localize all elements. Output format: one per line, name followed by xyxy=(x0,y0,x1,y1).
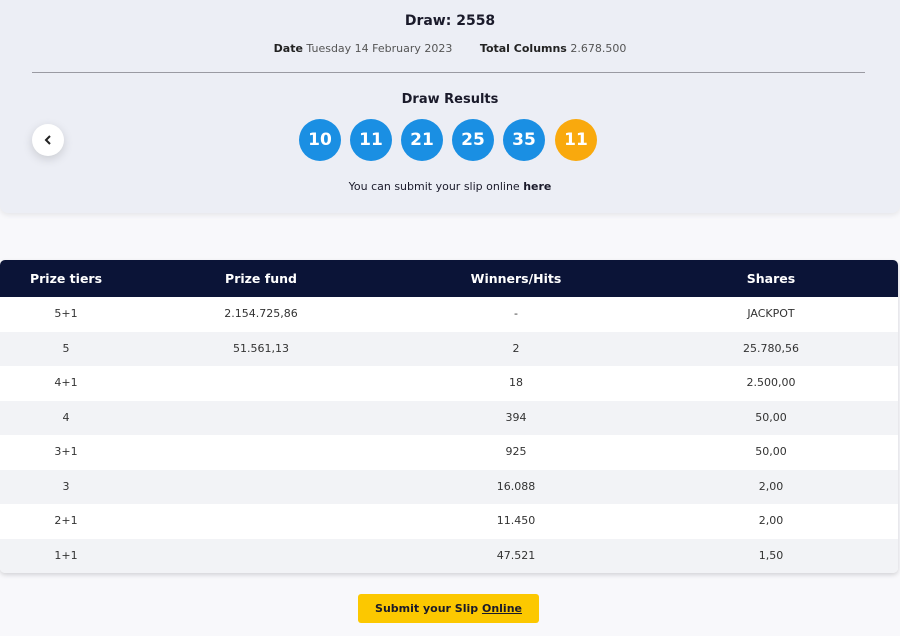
table-cell: 2.154.725,86 xyxy=(224,307,298,320)
table-cell: 2+1 xyxy=(54,514,78,527)
date-value: Tuesday 14 February 2023 xyxy=(306,42,453,55)
column-header: Shares xyxy=(746,271,796,286)
table-cell: 50,00 xyxy=(755,445,787,458)
submit-note: You can submit your slip online here xyxy=(0,180,900,193)
back-button[interactable] xyxy=(32,124,64,156)
table-cell: 5 xyxy=(62,341,70,355)
table-row xyxy=(0,435,898,470)
table-cell: 4+1 xyxy=(54,376,78,389)
ball: 21 xyxy=(401,119,443,161)
divider xyxy=(32,72,865,73)
table-cell: 394 xyxy=(505,410,527,424)
column-header: Winners/Hits xyxy=(470,271,562,286)
table-cell: - xyxy=(514,307,518,320)
table-cell: 18 xyxy=(509,376,523,389)
draw-card: Draw: 2558 Date Tuesday 14 February 2023… xyxy=(0,0,900,213)
table-cell: 51.561,13 xyxy=(233,341,289,355)
columns-value: 2.678.500 xyxy=(570,42,627,55)
column-header: Prize fund xyxy=(225,271,297,286)
table-header xyxy=(0,260,898,297)
table-cell: 2,00 xyxy=(758,514,784,527)
ball: 35 xyxy=(503,119,545,161)
table-cell: JACKPOT xyxy=(747,307,795,320)
submit-button[interactable]: Submit your Slip Online xyxy=(358,594,539,623)
table-cell: 3+1 xyxy=(54,445,78,458)
ball: 10 xyxy=(299,119,341,161)
table-row xyxy=(0,469,898,504)
columns-label: Total Columns xyxy=(479,42,567,55)
table-row xyxy=(0,538,898,573)
prize-table: Prize tiers Prize fund Winners/Hits Shares 5… xyxy=(0,260,898,573)
table-cell: 16.088 xyxy=(496,479,536,493)
date-label: Date xyxy=(273,42,303,55)
ball: 11 xyxy=(350,119,392,161)
column-header: Prize tiers xyxy=(29,271,103,286)
table-cell: 2,00 xyxy=(758,479,784,493)
table-cell: 925 xyxy=(505,445,527,458)
table-row xyxy=(0,331,898,366)
button-link: Online xyxy=(481,602,522,615)
draw-title: Draw: 2558 xyxy=(404,13,496,29)
table-cell: 11.450 xyxy=(496,514,536,527)
table-row xyxy=(0,366,898,401)
table-cell: 3 xyxy=(62,479,70,493)
table-cell: 5+1 xyxy=(54,307,78,320)
table-cell: 25.780,56 xyxy=(743,341,799,355)
table-row xyxy=(0,504,898,539)
table-cell: 50,00 xyxy=(755,410,787,424)
bonus-ball: 11 xyxy=(555,119,597,161)
table-cell: 2 xyxy=(512,341,520,355)
table-row xyxy=(0,400,898,435)
back-icon xyxy=(44,135,51,145)
button-text: Submit your Slip xyxy=(375,602,479,615)
draw-meta: Date Tuesday 14 February 2023 Total Colu… xyxy=(0,42,900,55)
table-row xyxy=(0,297,898,332)
note-text: You can submit your slip online xyxy=(348,180,520,193)
results-title: Draw Results xyxy=(401,92,499,107)
table-cell: 2.500,00 xyxy=(746,376,796,389)
note-link[interactable]: here xyxy=(523,180,552,193)
table-cell: 1,50 xyxy=(758,548,784,562)
table-cell: 4 xyxy=(62,410,70,424)
table-cell: 47.521 xyxy=(496,548,536,562)
table-cell: 1+1 xyxy=(54,548,78,562)
ball: 25 xyxy=(452,119,494,161)
